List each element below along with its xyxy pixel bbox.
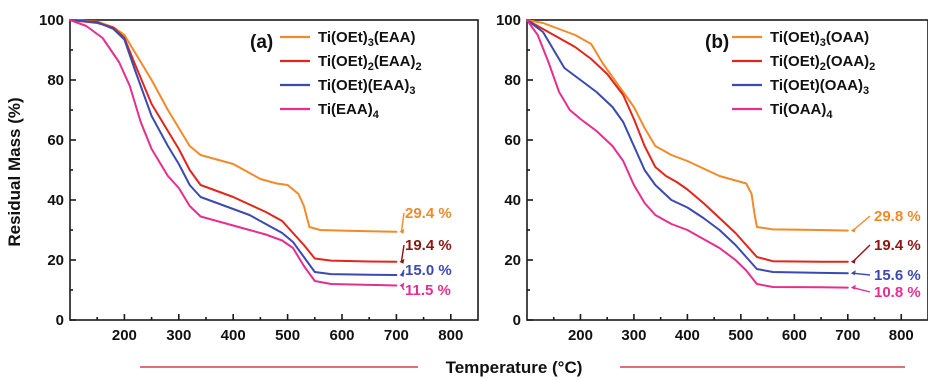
x-tick-label: 500	[275, 327, 300, 344]
series-end-label: 15.6 %	[874, 267, 921, 284]
y-tick-label: 40	[504, 192, 521, 209]
y-tick-label: 100	[39, 12, 64, 29]
y-tick-label: 40	[47, 192, 64, 209]
x-tick-label: 800	[889, 327, 914, 344]
end-label-arrowhead	[850, 270, 856, 276]
y-tick-label: 0	[513, 312, 521, 329]
x-tick-label: 200	[112, 327, 137, 344]
series-end-label: 11.5 %	[405, 282, 451, 299]
series-line-2	[526, 19, 849, 263]
x-tick-label: 300	[166, 327, 191, 344]
x-tick-label: 700	[384, 327, 409, 344]
end-label-leader	[400, 212, 405, 232]
end-label-arrowhead	[399, 258, 405, 264]
y-tick-label: 20	[504, 252, 521, 269]
end-label-arrowhead	[850, 227, 856, 233]
series-line-1	[526, 19, 849, 232]
x-axis-title: Temperature (°C)	[446, 358, 583, 377]
x-tick-label: 300	[621, 327, 646, 344]
series-line-4	[526, 19, 849, 289]
series-line-4	[69, 19, 398, 287]
y-tick-label: 80	[504, 72, 521, 89]
end-label-arrowhead	[399, 228, 405, 234]
legend-label: Ti(OEt)(OAA)3	[770, 77, 869, 97]
end-label-arrowhead	[399, 272, 405, 277]
y-tick-label: 0	[56, 312, 64, 329]
series-end-label: 29.4 %	[405, 205, 452, 222]
series-end-label: 29.8 %	[874, 208, 921, 225]
end-label-leader	[852, 272, 871, 276]
end-label-leader	[852, 286, 871, 293]
chart-panel-b: 200 300 400 500 600 700 800 0 20 40 60 80 100 29.8 % T…	[496, 12, 928, 344]
x-tick-label: 500	[728, 327, 753, 344]
x-tick-label: 400	[221, 327, 246, 344]
panel-label: (a)	[250, 32, 273, 53]
end-label-arrowhead	[850, 284, 856, 290]
y-tick-label: 100	[496, 12, 521, 29]
series-end-label: 19.4 %	[874, 237, 921, 254]
end-label-leader	[400, 244, 405, 262]
series-end-label: 19.4 %	[405, 237, 452, 254]
legend-label: Ti(EAA)4	[318, 101, 380, 121]
legend-label: Ti(OEt)2(OAA)2	[770, 53, 875, 73]
legend-label: Ti(OEt)3(EAA)	[318, 29, 416, 49]
y-tick-label: 60	[47, 132, 64, 149]
series-line-3	[526, 19, 849, 275]
series-end-label: 10.8 %	[874, 284, 921, 301]
x-tick-label: 600	[329, 327, 354, 344]
x-tick-label: 400	[675, 327, 700, 344]
legend-label: Ti(OEt)3(OAA)	[770, 29, 869, 49]
legend-label: Ti(OEt)(EAA)3	[318, 77, 416, 97]
x-tick-label: 700	[835, 327, 860, 344]
series-end-label: 15.0 %	[405, 262, 452, 279]
y-tick-label: 60	[504, 132, 521, 149]
y-axis-title: Residual Mass (%)	[5, 97, 24, 246]
x-tick-label: 200	[568, 327, 593, 344]
legend-label: Ti(OAA)4	[770, 101, 833, 121]
x-tick-label: 600	[782, 327, 807, 344]
legend-label: Ti(OEt)2(EAA)2	[318, 53, 422, 73]
end-label-arrowhead	[850, 258, 856, 264]
panel-label: (b)	[705, 32, 729, 53]
y-tick-label: 80	[47, 72, 64, 89]
end-label-arrowhead	[399, 282, 405, 288]
series-line-3	[69, 19, 398, 276]
x-tick-label: 800	[438, 327, 463, 344]
y-tick-label: 20	[47, 252, 64, 269]
series-line-1	[69, 19, 398, 233]
chart-panel-a: 200 300 400 500 600 700 800 0 20 40 60 80 100 29.4 % T…	[39, 12, 479, 344]
